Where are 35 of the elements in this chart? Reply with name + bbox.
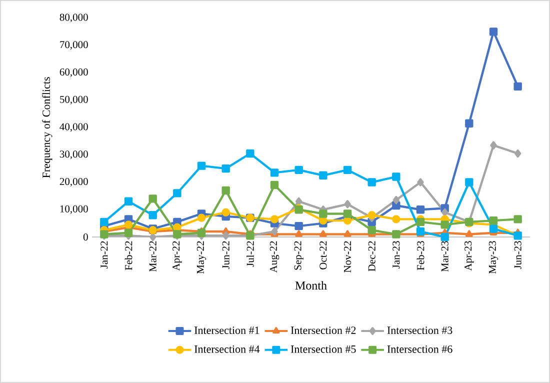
x-tick-label: Apr-22 [172,241,182,271]
y-tick-label: 40,000 [60,123,88,132]
x-tick-label: Jan-22 [100,241,108,268]
x-axis-title: Month [295,281,327,290]
y-tick-label: 30,000 [60,150,88,160]
y-tick-label: 50,000 [60,96,88,104]
legend-label: Intersection #1 [194,326,260,334]
legend-label: Intersection #4 [194,345,260,353]
x-tick-label: Feb-23 [416,241,424,270]
y-tick-label: 20,000 [60,178,88,187]
legend-label: Intersection #5 [290,345,356,353]
y-tick-label: 60,000 [60,68,88,78]
x-tick-label: Oct-22 [320,241,327,270]
y-tick-label: 0 [83,233,88,241]
x-tick-label: Mar-22 [149,241,156,272]
x-tick-label: Feb-22 [124,241,132,270]
x-tick-label: Aug-22 [270,241,280,273]
legend-label: Intersection #3 [387,326,452,334]
x-tick-label: Dec-22 [368,241,376,272]
x-tick-label: May-23 [488,241,498,274]
x-tick-label: Jul-22 [246,241,254,267]
x-tick-label: Jan-23 [392,241,400,268]
x-tick-label: Mar-23 [441,241,448,272]
x-tick-label: Jun-23 [514,241,522,270]
y-tick-label: 80,000 [60,14,88,22]
y-axis-title: Frequency of Conflicts [42,77,52,178]
legend-label: Intersection #6 [387,345,452,353]
x-tick-label: May-22 [196,241,206,274]
x-tick-label: Apr-23 [464,241,474,271]
y-tick-label: 10,000 [60,205,88,214]
x-tick-label: Jun-22 [222,241,230,270]
y-tick-label: 70,000 [60,41,88,50]
legend-label: Intersection #2 [290,326,356,334]
x-tick-label: Nov-22 [344,241,352,272]
x-tick-label: Sep-22 [294,241,304,270]
